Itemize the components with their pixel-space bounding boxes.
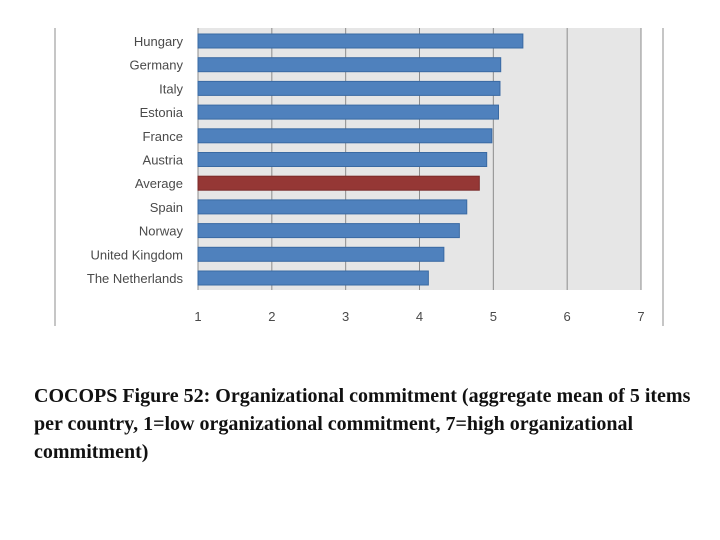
x-tick-label: 1 — [194, 309, 201, 324]
bar-france — [197, 128, 493, 144]
x-tick-label: 7 — [637, 309, 644, 324]
category-label: Average — [135, 176, 183, 191]
x-tick-label: 4 — [416, 309, 423, 324]
bar-spain — [197, 199, 468, 215]
chart: Hungary Germany Italy Estonia France Austria A… — [54, 28, 664, 326]
category-label: France — [143, 129, 183, 144]
bar-the-netherlands — [197, 270, 429, 286]
category-label: Germany — [130, 58, 184, 73]
category-label: Estonia — [140, 105, 184, 120]
bar-italy — [197, 80, 501, 96]
category-label: Hungary — [134, 34, 184, 49]
bar-united-kingdom — [197, 246, 445, 262]
bar-average — [197, 175, 480, 191]
category-label: Austria — [143, 153, 184, 168]
category-label: Spain — [150, 200, 183, 215]
bar-germany — [197, 57, 502, 73]
bar-austria — [197, 152, 488, 167]
bar-chart-svg: Hungary Germany Italy Estonia France Austria A… — [54, 28, 664, 326]
bar-hungary — [197, 33, 524, 49]
category-label: Norway — [139, 224, 184, 239]
x-tick-label: 6 — [564, 309, 571, 324]
x-tick-label: 2 — [268, 309, 275, 324]
category-label: United Kingdom — [91, 247, 184, 262]
bar-estonia — [197, 104, 500, 120]
x-tick-label: 3 — [342, 309, 349, 324]
x-tick-label: 5 — [490, 309, 497, 324]
bar-norway — [197, 223, 460, 239]
category-label: The Netherlands — [87, 271, 184, 286]
category-label: Italy — [159, 81, 183, 96]
figure-caption: COCOPS Figure 52: Organizational commitm… — [34, 385, 691, 463]
